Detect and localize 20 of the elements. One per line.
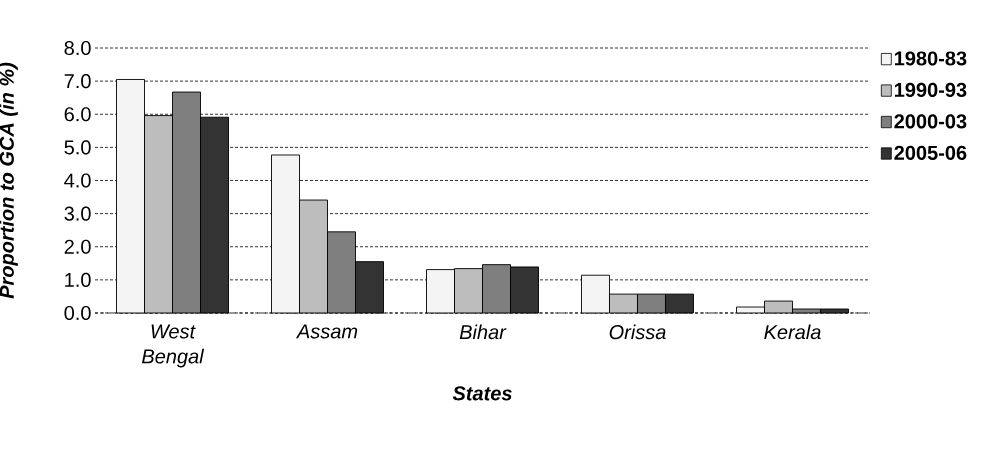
x-tick-label: Assam <box>295 324 358 339</box>
x-tick-label: Bihar <box>459 324 507 340</box>
x-tick-label: West Bengal <box>141 324 205 368</box>
y-tick-label: 7.0 <box>64 74 91 89</box>
y-tick-label: 6.0 <box>64 107 91 122</box>
x-tick-label: Orissa <box>609 324 666 340</box>
y-tick-label: 1.0 <box>65 272 91 287</box>
y-tick-label: 5.0 <box>64 140 91 155</box>
y-tick-label: 8.0 <box>64 40 91 56</box>
legend-label: 1980-83 <box>894 51 967 66</box>
y-tick-label: 4.0 <box>64 173 91 188</box>
y-tick-label: 0.0 <box>64 305 91 321</box>
y-tick-label: 2.0 <box>64 239 91 254</box>
x-tick-label: Kerala <box>764 324 821 340</box>
legend-label: 2000-03 <box>894 114 967 129</box>
y-tick-label: 3.0 <box>64 206 91 221</box>
legend-label: 2005-06 <box>894 145 967 160</box>
legend-label: 1990-93 <box>894 82 967 98</box>
y-axis-title: Proportion to GCA (in %) <box>0 62 18 299</box>
x-axis-title: States <box>452 386 512 401</box>
